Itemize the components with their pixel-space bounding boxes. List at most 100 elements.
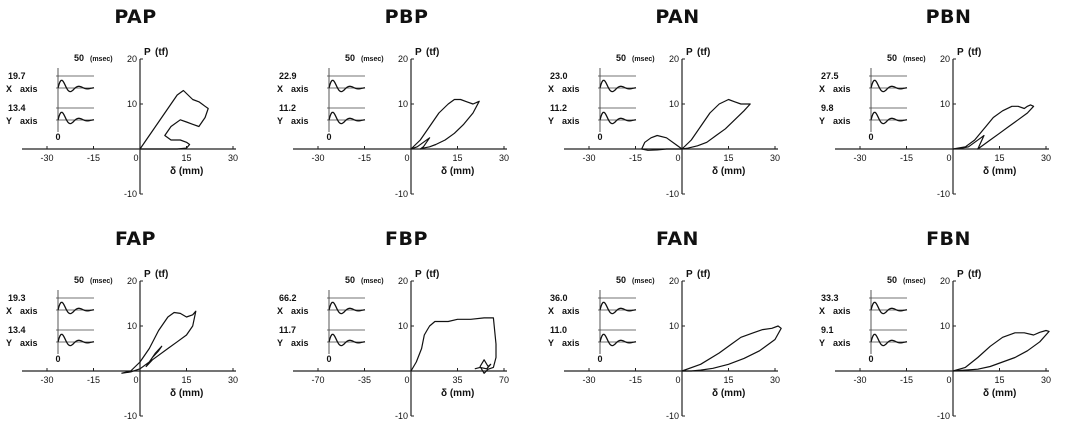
y-axis-waveform bbox=[57, 111, 95, 125]
inset-x-peak-value: 19.3 bbox=[8, 293, 26, 303]
hysteresis-panel-fbn: FBN -30 -15 15 30 0 20 10 -10 P (tf) δ (mm) 50 (msec)… bbox=[813, 222, 1084, 443]
x-axis-waveform bbox=[599, 79, 637, 93]
inset-time-value: 50 bbox=[887, 53, 897, 63]
y-tick-label: -10 bbox=[395, 411, 408, 421]
inset-y-peak-value: 9.8 bbox=[821, 103, 834, 113]
x-axis-label: δ (mm) bbox=[712, 388, 745, 399]
y-axis-unit: (tf) bbox=[426, 47, 439, 58]
inset-waveforms bbox=[56, 68, 95, 132]
inset-waveforms bbox=[598, 290, 637, 354]
y-axis-unit: (tf) bbox=[155, 269, 168, 280]
inset-time-unit: (msec) bbox=[90, 56, 113, 63]
inset-time-unit: (msec) bbox=[361, 278, 384, 285]
x-tick-label: 70 bbox=[499, 375, 509, 385]
y-tick-label: 20 bbox=[398, 54, 408, 64]
y-tick-label: -10 bbox=[937, 189, 950, 199]
inset-origin-label: 0 bbox=[868, 354, 873, 364]
inset-time-value: 50 bbox=[345, 53, 355, 63]
y-tick-label: 20 bbox=[398, 276, 408, 286]
y-tick-label: 10 bbox=[669, 99, 679, 109]
y-axis-waveform bbox=[599, 111, 637, 125]
y-axis-waveform bbox=[57, 333, 95, 347]
panel-title: FBP bbox=[385, 228, 428, 250]
chart-svg: -30 -15 15 30 0 20 10 -10 P (tf) δ (mm) 50 (msec) 22.… bbox=[277, 47, 509, 199]
inset-time-value: 50 bbox=[616, 275, 626, 285]
y-axis-unit: (tf) bbox=[968, 269, 981, 280]
x-tick-label: 30 bbox=[228, 153, 238, 163]
x-tick-label: 15 bbox=[994, 153, 1004, 163]
chart-svg: -30 -15 15 30 0 20 10 -10 P (tf) δ (mm) 50 (msec) 33.… bbox=[819, 269, 1051, 421]
x-tick-label: -30 bbox=[582, 153, 595, 163]
x-tick-label: -30 bbox=[582, 375, 595, 385]
inset-origin-label: 0 bbox=[326, 132, 331, 142]
inset-x-peak-value: 36.0 bbox=[550, 293, 568, 303]
chart-svg: -30 -15 15 30 0 20 10 -10 P (tf) δ (mm) 50 (msec) 19.… bbox=[6, 47, 238, 199]
inset-time-value: 50 bbox=[74, 53, 84, 63]
y-tick-label: -10 bbox=[666, 411, 679, 421]
panel-title: PAN bbox=[655, 6, 700, 28]
x-tick-label: 30 bbox=[228, 375, 238, 385]
y-tick-label: 10 bbox=[940, 321, 950, 331]
y-tick-label: 20 bbox=[940, 54, 950, 64]
x-axis-waveform bbox=[328, 301, 366, 315]
y-tick-label: 10 bbox=[940, 99, 950, 109]
x-tick-label: -15 bbox=[900, 375, 913, 385]
x-tick-label-origin: 0 bbox=[675, 375, 680, 385]
x-tick-label: -30 bbox=[853, 153, 866, 163]
inset-origin-label: 0 bbox=[597, 132, 602, 142]
inset-waveforms bbox=[327, 290, 366, 354]
y-tick-label: 20 bbox=[669, 276, 679, 286]
inset-time-unit: (msec) bbox=[632, 278, 655, 285]
inset-x-label: X bbox=[6, 306, 12, 316]
inset-time-unit: (msec) bbox=[903, 278, 926, 285]
y-axis-waveform bbox=[328, 333, 366, 347]
panel-title: PAP bbox=[114, 6, 157, 28]
inset-y-label2: axis bbox=[562, 116, 580, 126]
y-tick-label: -10 bbox=[666, 189, 679, 199]
panel-title: FAN bbox=[656, 228, 699, 250]
x-axis-label: δ (mm) bbox=[983, 388, 1016, 399]
inset-x-label2: axis bbox=[20, 306, 38, 316]
inset-y-label: Y bbox=[819, 338, 825, 348]
x-tick-label: 15 bbox=[181, 153, 191, 163]
inset-x-label2: axis bbox=[20, 84, 38, 94]
inset-y-label: Y bbox=[277, 116, 283, 126]
x-tick-label-origin: 0 bbox=[946, 153, 951, 163]
y-axis-label: P bbox=[957, 269, 964, 280]
inset-x-label2: axis bbox=[562, 84, 580, 94]
x-tick-label: -30 bbox=[40, 153, 53, 163]
hysteresis-panel-pbp: PBP -30 -15 15 30 0 20 10 -10 P (tf) δ (mm) 50 (msec)… bbox=[271, 0, 542, 221]
y-tick-label: -10 bbox=[124, 411, 137, 421]
inset-y-peak-value: 11.2 bbox=[279, 103, 296, 113]
inset-waveforms bbox=[56, 290, 95, 354]
inset-y-label2: axis bbox=[833, 338, 851, 348]
inset-y-peak-value: 13.4 bbox=[8, 103, 26, 113]
inset-waveforms bbox=[869, 290, 908, 354]
panel-title: PBP bbox=[384, 6, 429, 28]
chart-svg: -30 -15 15 30 0 20 10 -10 P (tf) δ (mm) 50 (msec) 23.… bbox=[548, 47, 780, 199]
hysteresis-loop bbox=[681, 325, 782, 372]
y-axis-label: P bbox=[144, 47, 151, 58]
panel-title: FAP bbox=[115, 228, 156, 250]
chart-svg: -30 -15 15 30 0 20 10 -10 P (tf) δ (mm) 50 (msec) 36.… bbox=[548, 269, 782, 421]
y-tick-label: 20 bbox=[127, 276, 137, 286]
y-tick-label: 10 bbox=[669, 321, 679, 331]
y-tick-label: 10 bbox=[127, 321, 137, 331]
y-axis-waveform bbox=[870, 333, 908, 347]
x-tick-label: -15 bbox=[900, 153, 913, 163]
y-axis-waveform bbox=[599, 333, 637, 347]
x-tick-label: 30 bbox=[770, 375, 780, 385]
x-tick-label: -35 bbox=[358, 375, 371, 385]
hysteresis-loop bbox=[410, 317, 497, 374]
hysteresis-panel-fan: FAN -30 -15 15 30 0 20 10 -10 P (tf) δ (mm) 50 (msec)… bbox=[542, 222, 813, 443]
inset-x-label: X bbox=[819, 84, 825, 94]
inset-y-label: Y bbox=[6, 116, 12, 126]
y-axis-label: P bbox=[415, 269, 422, 280]
y-axis-label: P bbox=[144, 269, 151, 280]
x-tick-label: 15 bbox=[723, 375, 733, 385]
inset-x-label: X bbox=[6, 84, 12, 94]
y-axis-waveform bbox=[870, 111, 908, 125]
inset-origin-label: 0 bbox=[326, 354, 331, 364]
inset-x-label: X bbox=[277, 306, 283, 316]
inset-time-unit: (msec) bbox=[632, 56, 655, 63]
